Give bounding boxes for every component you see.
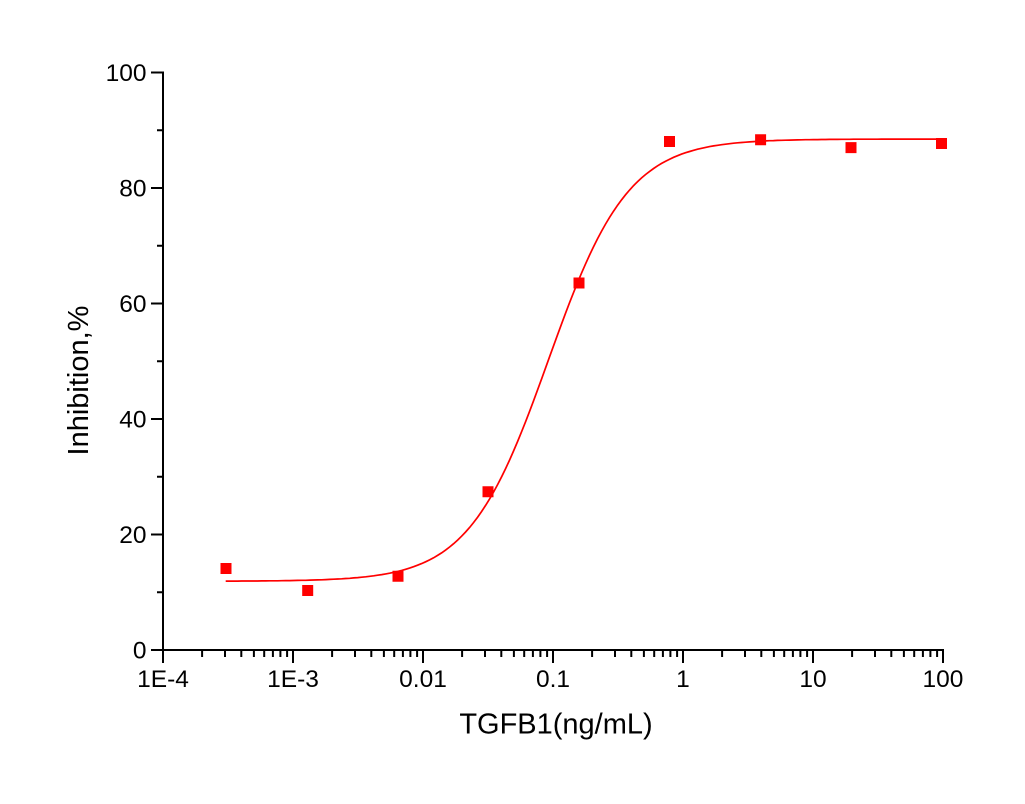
svg-text:20: 20 [119,522,146,549]
svg-text:100: 100 [923,666,964,693]
svg-text:80: 80 [119,176,146,203]
svg-text:10: 10 [799,666,826,693]
svg-text:0: 0 [133,638,147,665]
svg-text:1E-4: 1E-4 [137,666,189,693]
svg-text:100: 100 [106,60,147,87]
svg-text:0.01: 0.01 [399,666,447,693]
svg-text:60: 60 [119,291,146,318]
svg-text:Inhibition,%: Inhibition,% [63,306,95,456]
svg-text:40: 40 [119,407,146,434]
svg-text:TGFB1(ng/mL): TGFB1(ng/mL) [459,709,652,741]
svg-text:1E-3: 1E-3 [267,666,319,693]
svg-text:1: 1 [676,666,690,693]
svg-text:0.1: 0.1 [536,666,570,693]
